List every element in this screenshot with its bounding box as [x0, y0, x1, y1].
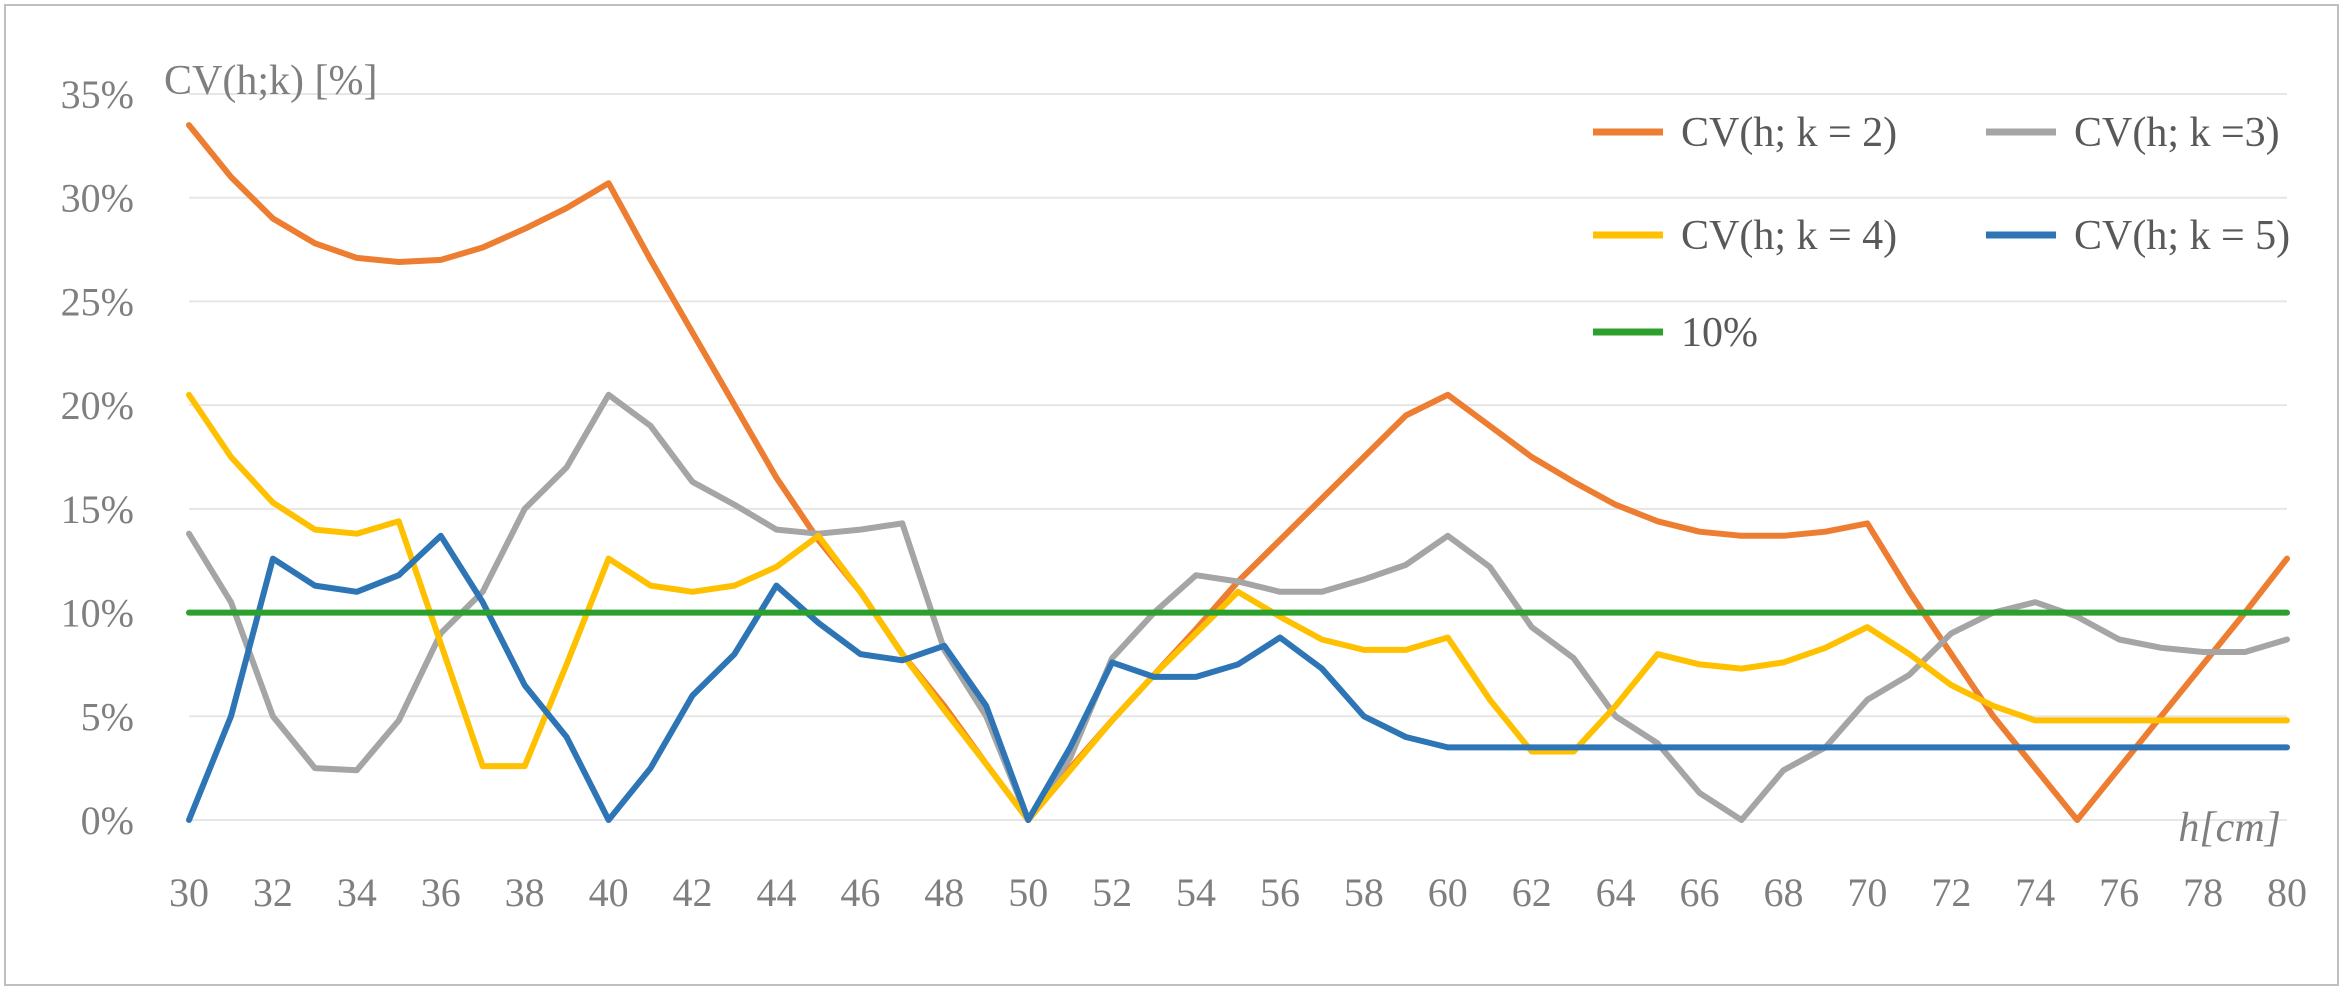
legend-label: CV(h; k = 4)	[1681, 213, 1897, 259]
y-tick-labels: 0% 5% 10% 15% 20% 25% 30% 35%	[61, 72, 134, 843]
x-tick-label: 48	[924, 870, 964, 915]
x-tick-label: 58	[1344, 870, 1384, 915]
y-tick-label: 5%	[81, 694, 134, 739]
x-tick-label: 30	[169, 870, 209, 915]
x-tick-label: 72	[1931, 870, 1971, 915]
x-tick-label: 34	[337, 870, 377, 915]
series-line-4	[186, 532, 2290, 823]
x-tick-label: 40	[589, 870, 629, 915]
x-tick-label: 78	[2183, 870, 2223, 915]
y-tick-label: 35%	[61, 72, 134, 117]
y-tick-label: 25%	[61, 279, 134, 324]
x-tick-label: 80	[2267, 870, 2307, 915]
x-tick-label: 44	[756, 870, 796, 915]
x-tick-label: 46	[840, 870, 880, 915]
y-tick-label: 20%	[61, 383, 134, 428]
legend: CV(h; k = 2) CV(h; k =3) CV(h; k = 4) CV(h;…	[1593, 110, 2290, 356]
x-tick-label: 62	[1512, 870, 1552, 915]
series-line-2	[186, 391, 2290, 823]
x-tick-label: 52	[1092, 870, 1132, 915]
x-tick-label: 42	[673, 870, 713, 915]
x-tick-label: 50	[1008, 870, 1048, 915]
x-tick-label: 76	[2099, 870, 2139, 915]
y-tick-label: 30%	[61, 176, 134, 221]
chart-frame: 0% 5% 10% 15% 20% 25% 30% 35% 30 32 34 36 38 40 42 44 4…	[4, 4, 2339, 986]
legend-label: CV(h; k =3)	[2074, 110, 2280, 156]
y-tick-label: 10%	[61, 591, 134, 636]
x-tick-label: 60	[1428, 870, 1468, 915]
x-tick-label: 38	[505, 870, 545, 915]
legend-label: 10%	[1681, 310, 1758, 356]
x-tick-label: 66	[1680, 870, 1720, 915]
x-tick-label: 54	[1176, 870, 1216, 915]
legend-label: CV(h; k = 2)	[1681, 110, 1897, 156]
line-chart: 0% 5% 10% 15% 20% 25% 30% 35% 30 32 34 36 38 40 42 44 4…	[61, 58, 2307, 915]
x-axis-title: h[cm]	[2178, 805, 2281, 851]
x-tick-label: 36	[421, 870, 461, 915]
y-tick-label: 0%	[81, 798, 134, 843]
gridlines	[189, 93, 2287, 821]
x-tick-labels: 30 32 34 36 38 40 42 44 46 48 50 52 54 56 58 60 62 64 66 68…	[169, 870, 2307, 915]
x-tick-label: 32	[253, 870, 293, 915]
x-tick-label: 74	[2015, 870, 2055, 915]
x-tick-label: 68	[1763, 870, 1803, 915]
series-line-3	[186, 391, 2290, 823]
series-lines	[186, 122, 2290, 823]
x-tick-label: 70	[1847, 870, 1887, 915]
x-tick-label: 56	[1260, 870, 1300, 915]
legend-label: CV(h; k = 5)	[2074, 213, 2290, 259]
y-axis-title: CV(h;k) [%]	[164, 58, 377, 104]
x-tick-label: 64	[1596, 870, 1636, 915]
y-tick-label: 15%	[61, 487, 134, 532]
